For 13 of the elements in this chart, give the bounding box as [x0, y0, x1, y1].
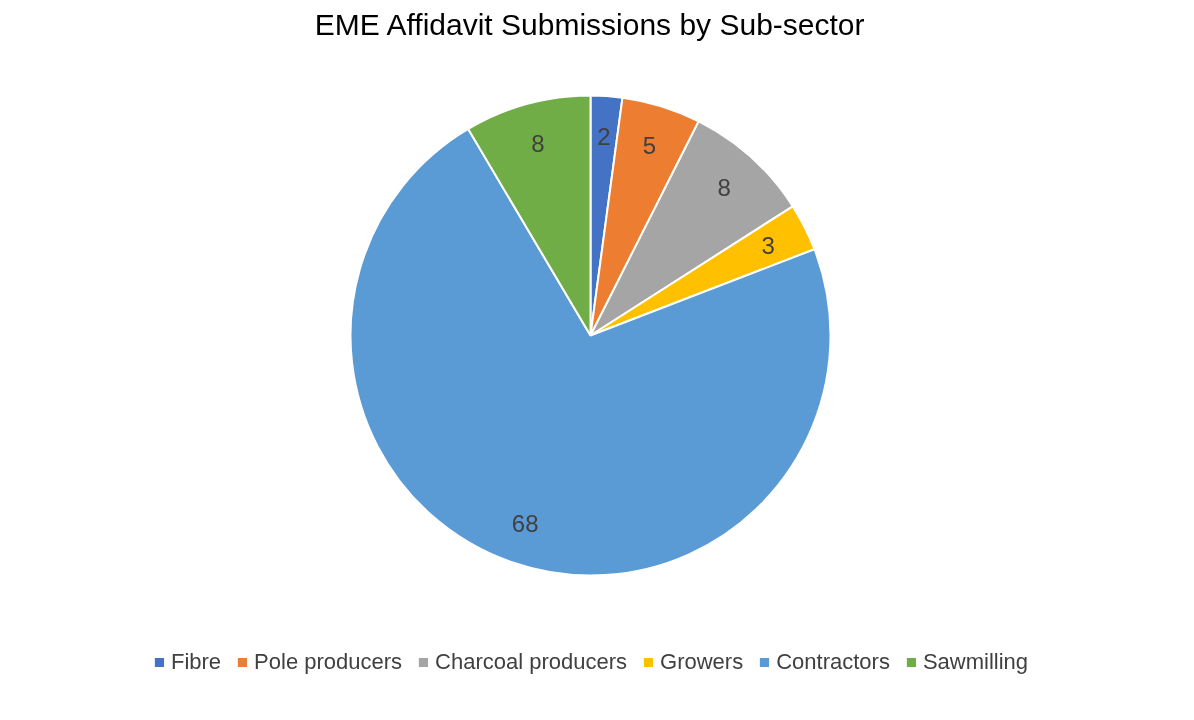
data-label: 8 — [531, 129, 545, 157]
data-label: 8 — [717, 174, 731, 202]
data-label: 2 — [597, 123, 611, 151]
data-label: 5 — [642, 131, 657, 159]
legend-label: Contractors — [776, 649, 890, 675]
data-label: 3 — [761, 232, 775, 260]
legend-label: Growers — [660, 649, 744, 675]
chart-title: EME Affidavit Submissions by Sub-sector — [314, 7, 865, 41]
legend-label: Sawmilling — [922, 649, 1029, 675]
legend-label: Fibre — [170, 649, 222, 675]
data-label: 68 — [511, 510, 539, 538]
legend-label: Charcoal producers — [435, 649, 628, 675]
legend-label: Pole producers — [254, 649, 403, 675]
